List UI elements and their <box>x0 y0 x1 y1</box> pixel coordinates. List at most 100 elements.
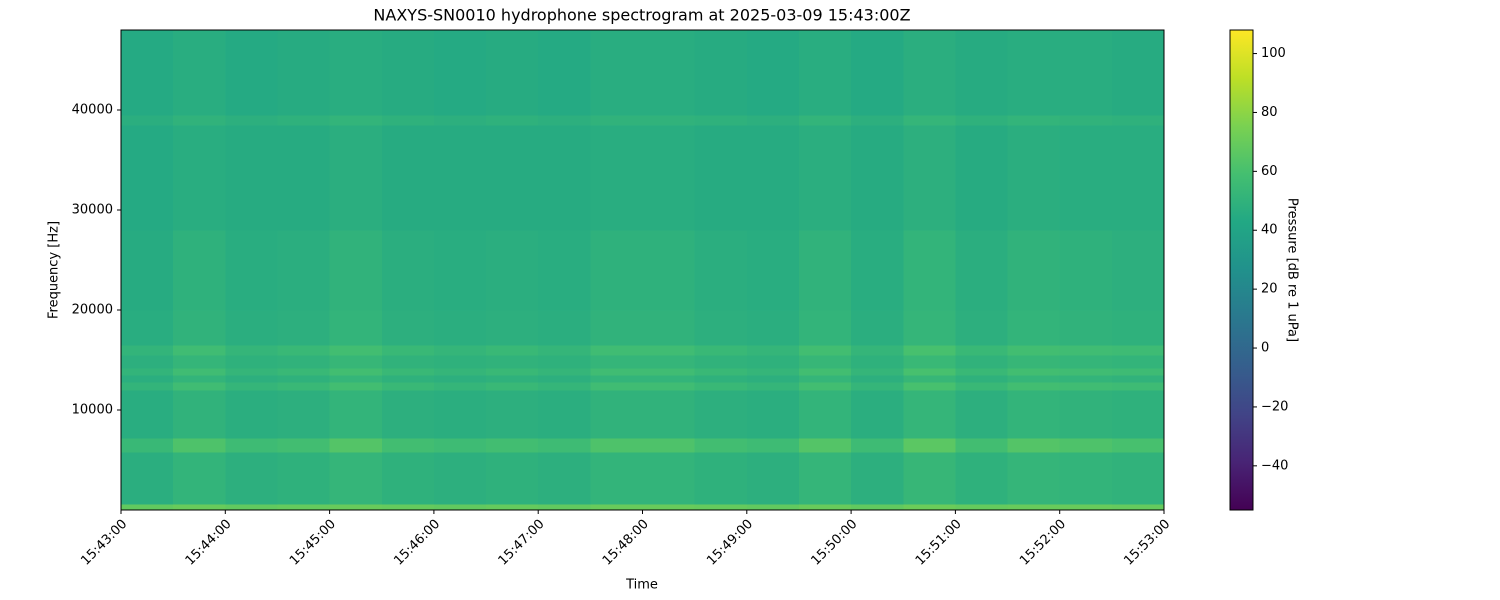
spectrogram-cell <box>590 125 643 231</box>
spectrogram-cell <box>642 368 696 376</box>
spectrogram-cell <box>329 30 383 116</box>
spectrogram-cell <box>381 355 435 369</box>
spectrogram-cell <box>1059 452 1113 505</box>
spectrogram-cell <box>225 125 278 231</box>
spectrogram-cell <box>121 504 174 511</box>
spectrogram-cell <box>381 504 435 511</box>
spectrogram-cell <box>121 230 174 311</box>
spectrogram-cell <box>538 382 591 391</box>
spectrogram-cell <box>694 504 748 511</box>
spectrogram-cell <box>851 382 904 391</box>
spectrogram-cell <box>903 115 956 126</box>
x-tick-label: 15:45:00 <box>287 517 339 569</box>
spectrogram-cell <box>225 355 278 369</box>
spectrogram-cell <box>277 345 331 356</box>
spectrogram-cell <box>277 310 331 346</box>
spectrogram-cell <box>173 355 226 369</box>
spectrogram-cell <box>381 345 435 356</box>
spectrogram-cell <box>642 504 696 511</box>
spectrogram-cell <box>433 382 487 391</box>
spectrogram-cell <box>1007 310 1061 346</box>
x-tick-label: 15:50:00 <box>809 517 861 569</box>
spectrogram-cell <box>538 30 591 116</box>
spectrogram-cell <box>1007 382 1061 391</box>
spectrogram-cell <box>329 230 383 311</box>
spectrogram-cell <box>1059 30 1113 116</box>
spectrogram-cell <box>642 125 696 231</box>
spectrogram-cell <box>1059 355 1113 369</box>
spectrogram-cell <box>486 382 539 391</box>
spectrogram-cell <box>798 375 852 383</box>
spectrogram-cell <box>538 115 591 126</box>
spectrogram-cell <box>381 438 435 453</box>
spectrogram-cell <box>746 452 800 505</box>
spectrogram-cell <box>433 355 487 369</box>
spectrogram-cell <box>1111 504 1165 511</box>
spectrogram-cell <box>955 310 1009 346</box>
spectrogram-cell <box>798 390 852 439</box>
x-tick-label: 15:48:00 <box>600 517 652 569</box>
spectrogram-cell <box>277 438 331 453</box>
spectrogram-cell <box>798 115 852 126</box>
chart-title: NAXYS-SN0010 hydrophone spectrogram at 2… <box>373 6 910 25</box>
spectrogram-cell <box>1007 368 1061 376</box>
spectrogram-cell <box>642 30 696 116</box>
x-tick-label: 15:46:00 <box>391 517 443 569</box>
spectrogram-cell <box>173 375 226 383</box>
spectrogram-cell <box>851 504 904 511</box>
spectrogram-cell <box>381 390 435 439</box>
colorbar-tick-label: −20 <box>1261 399 1288 414</box>
spectrogram-cell <box>1007 390 1061 439</box>
spectrogram-cell <box>746 382 800 391</box>
spectrogram-cell <box>1007 230 1061 311</box>
spectrogram-cell <box>121 310 174 346</box>
spectrogram-cell <box>903 125 956 231</box>
spectrogram-cell <box>694 310 748 346</box>
spectrogram-cell <box>329 504 383 511</box>
spectrogram-cell <box>642 345 696 356</box>
spectrogram-cell <box>694 382 748 391</box>
spectrogram-cell <box>955 345 1009 356</box>
spectrogram-cell <box>694 368 748 376</box>
spectrogram-cell <box>173 504 226 511</box>
spectrogram-cell <box>381 452 435 505</box>
spectrogram-cell <box>590 390 643 439</box>
spectrogram-cell <box>538 504 591 511</box>
spectrogram-cell <box>1111 390 1165 439</box>
spectrogram-cell <box>642 375 696 383</box>
spectrogram-cell <box>486 438 539 453</box>
spectrogram-cell <box>746 375 800 383</box>
spectrogram-cell <box>486 368 539 376</box>
spectrogram-cell <box>173 115 226 126</box>
spectrogram-cell <box>381 382 435 391</box>
spectrogram-cell <box>225 438 278 453</box>
spectrogram-cell <box>433 345 487 356</box>
spectrogram-cell <box>903 345 956 356</box>
spectrogram-cell <box>1059 345 1113 356</box>
spectrogram-cell <box>329 382 383 391</box>
spectrogram-cell <box>121 30 174 116</box>
spectrogram-cell <box>746 345 800 356</box>
spectrogram-cell <box>329 345 383 356</box>
spectrogram-cell <box>381 375 435 383</box>
spectrogram-cell <box>1059 368 1113 376</box>
spectrogram-cell <box>642 230 696 311</box>
spectrogram-cell <box>798 30 852 116</box>
spectrogram-cell <box>798 345 852 356</box>
spectrogram-cell <box>1059 375 1113 383</box>
spectrogram-cell <box>851 30 904 116</box>
spectrogram-cell <box>121 390 174 439</box>
spectrogram-cell <box>1111 115 1165 126</box>
spectrogram-cell <box>642 115 696 126</box>
spectrogram-cell <box>1007 115 1061 126</box>
x-tick-label: 15:47:00 <box>496 517 548 569</box>
spectrogram-cell <box>225 310 278 346</box>
spectrogram-cell <box>1111 345 1165 356</box>
spectrogram-cell <box>1059 390 1113 439</box>
spectrogram-cell <box>329 355 383 369</box>
spectrogram-cell <box>225 368 278 376</box>
spectrogram-cell <box>486 504 539 511</box>
spectrogram-cell <box>798 452 852 505</box>
spectrogram-cell <box>277 452 331 505</box>
